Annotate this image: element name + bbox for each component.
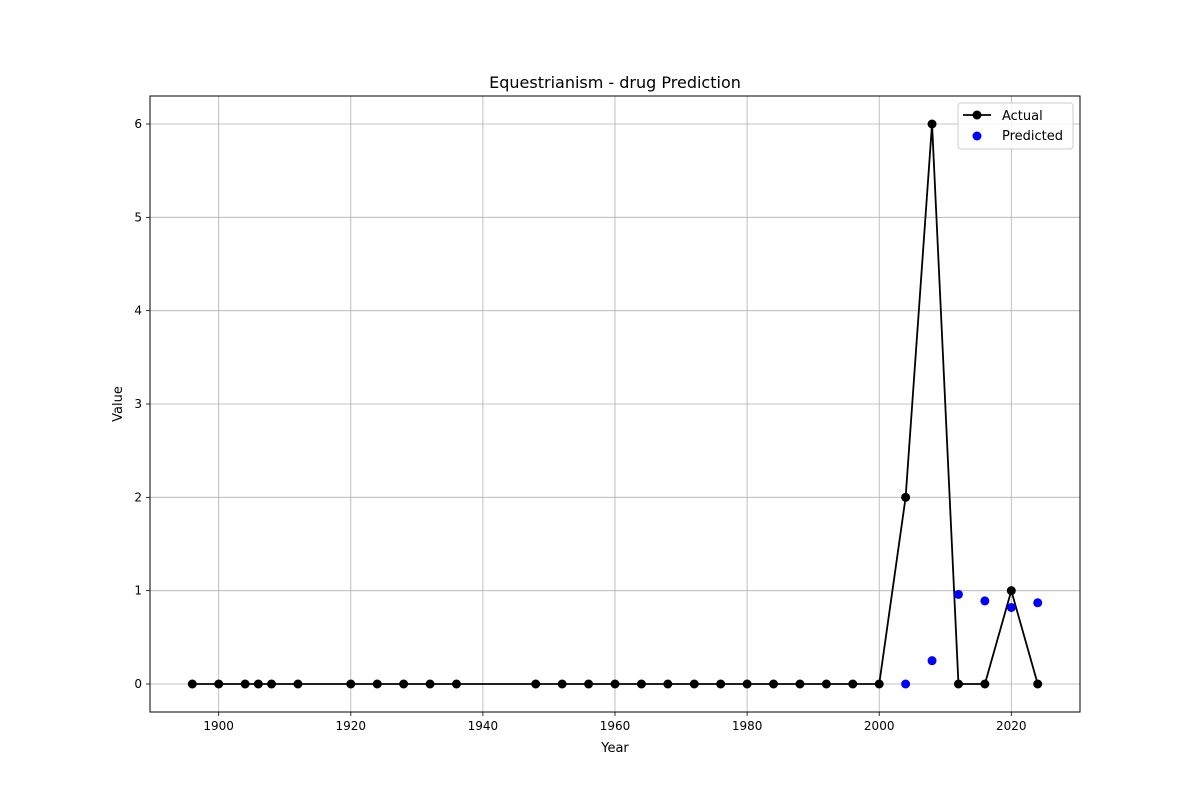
actual-point: [267, 679, 277, 689]
actual-point: [346, 679, 356, 689]
actual-point: [1006, 586, 1016, 596]
y-tick-label: 6: [134, 117, 142, 131]
actual-point: [716, 679, 726, 689]
y-tick-label: 0: [134, 677, 142, 691]
actual-point: [253, 679, 263, 689]
actual-point: [689, 679, 699, 689]
actual-point: [636, 679, 646, 689]
actual-point: [795, 679, 805, 689]
x-axis-label: Year: [600, 741, 629, 756]
legend-predicted-marker: [972, 131, 982, 141]
actual-point: [372, 679, 382, 689]
actual-point: [742, 679, 752, 689]
y-tick-label: 2: [134, 490, 142, 504]
predicted-point: [953, 589, 963, 599]
actual-point: [531, 679, 541, 689]
y-axis-label: Value: [111, 386, 126, 422]
actual-point: [425, 679, 435, 689]
actual-point: [451, 679, 461, 689]
actual-point: [240, 679, 250, 689]
predicted-point: [1006, 602, 1016, 612]
actual-point: [610, 679, 620, 689]
actual-point: [293, 679, 303, 689]
x-tick-label: 1920: [336, 719, 367, 733]
actual-point: [663, 679, 673, 689]
y-tick-label: 4: [134, 304, 142, 318]
legend-predicted-label: Predicted: [1002, 129, 1063, 144]
actual-point: [187, 679, 197, 689]
actual-point: [399, 679, 409, 689]
actual-point: [874, 679, 884, 689]
plot-frame: [149, 95, 1081, 713]
x-tick-label: 1940: [468, 719, 499, 733]
actual-point: [214, 679, 224, 689]
legend: Actual Predicted: [957, 102, 1074, 150]
legend-actual-label: Actual: [1002, 109, 1043, 124]
chart-title: Equestrianism - drug Prediction: [489, 73, 741, 92]
y-tick-label: 1: [134, 584, 142, 598]
predicted-point: [901, 679, 911, 689]
actual-point: [980, 679, 990, 689]
x-tick-label: 1980: [732, 719, 763, 733]
series-layer: [187, 119, 1043, 689]
actual-point: [769, 679, 779, 689]
actual-point: [848, 679, 858, 689]
actual-point: [557, 679, 567, 689]
legend-actual-marker: [972, 110, 982, 120]
actual-point: [584, 679, 594, 689]
actual-point: [927, 119, 937, 129]
y-tick-label: 5: [134, 210, 142, 224]
predicted-point: [980, 596, 990, 606]
predicted-point: [1033, 598, 1043, 608]
actual-point: [1033, 679, 1043, 689]
y-tick-label: 3: [134, 397, 142, 411]
x-tick-label: 1960: [600, 719, 631, 733]
actual-point: [901, 492, 911, 502]
axis-ticks: 1900 1920 1940 1960 1980 2000 2020 0 1 2 3 4 5 6: [134, 117, 1026, 733]
x-tick-label: 2020: [996, 719, 1027, 733]
x-tick-label: 2000: [864, 719, 895, 733]
actual-point: [953, 679, 963, 689]
x-tick-label: 1900: [203, 719, 234, 733]
predicted-point: [927, 656, 937, 666]
actual-point: [821, 679, 831, 689]
